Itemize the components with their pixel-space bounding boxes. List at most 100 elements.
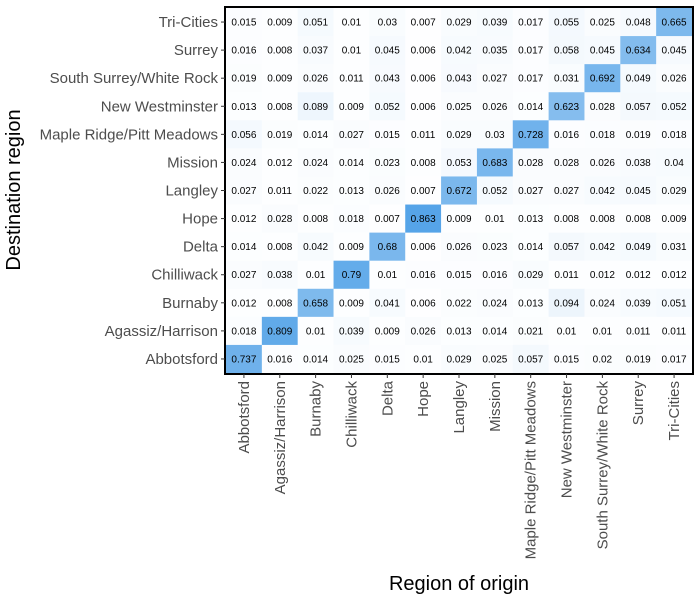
heatmap-cell-label: 0.025 (339, 354, 364, 365)
heatmap-cell (620, 92, 657, 121)
heatmap-cell-label: 0.029 (518, 270, 543, 281)
heatmap-cell (476, 316, 514, 346)
heatmap-cell-label: 0.014 (303, 130, 328, 141)
heatmap-cell (512, 344, 550, 374)
heatmap-cell-label: 0.029 (662, 186, 687, 197)
y-tick-label: Hope (182, 211, 218, 228)
heatmap-cell-label: 0.658 (303, 298, 328, 309)
heatmap-cell (548, 232, 585, 262)
y-tick-label: Abbotsford (145, 351, 218, 368)
heatmap-cell (476, 92, 514, 121)
x-tick-label: Surrey (630, 381, 647, 426)
heatmap-cell (656, 120, 693, 149)
heatmap-cell-label: 0.026 (662, 74, 687, 85)
heatmap-cell (405, 8, 442, 37)
heatmap-cell-label: 0.027 (518, 186, 543, 197)
heatmap-cell-label: 0.024 (231, 158, 256, 169)
heatmap-cell (369, 260, 406, 290)
heatmap-cell-label: 0.027 (231, 186, 256, 197)
heatmap-cell (584, 36, 621, 65)
heatmap-cell (476, 64, 514, 93)
heatmap-cell-label: 0.015 (375, 354, 400, 365)
y-tick-label: South Surrey/White Rock (50, 70, 219, 87)
heatmap-cell-label: 0.016 (411, 270, 436, 281)
heatmap-cell (261, 344, 299, 374)
heatmap-cell (512, 8, 550, 37)
heatmap-cell-label: 0.016 (231, 46, 256, 57)
heatmap-cell (226, 316, 263, 346)
heatmap-cell-label: 0.008 (267, 102, 292, 113)
heatmap-cell-label: 0.006 (411, 102, 436, 113)
heatmap-cell-label: 0.023 (482, 242, 507, 253)
heatmap-cell (261, 64, 299, 93)
heatmap-cell-label: 0.008 (411, 158, 436, 169)
heatmap-cell-label: 0.019 (626, 130, 651, 141)
y-tick-label: Tri-Cities (159, 14, 218, 31)
heatmap-cell (333, 260, 370, 290)
heatmap-cell (656, 316, 693, 346)
heatmap-cell (441, 120, 478, 149)
heatmap-cell-label: 0.013 (339, 186, 364, 197)
heatmap-cell (584, 148, 621, 177)
heatmap-cell-label: 0.015 (554, 354, 579, 365)
heatmap-cell-label: 0.006 (411, 298, 436, 309)
heatmap-cell-label: 0.038 (626, 158, 651, 169)
heatmap-cell (405, 64, 442, 93)
heatmap-cell-label: 0.016 (267, 354, 292, 365)
heatmap-cell-label: 0.041 (375, 298, 400, 309)
heatmap-cell (333, 64, 370, 93)
heatmap-cell (297, 8, 335, 37)
heatmap-cell-label: 0.007 (411, 186, 436, 197)
heatmap-cell (656, 64, 693, 93)
heatmap-cell (369, 64, 406, 93)
heatmap-cell-label: 0.031 (662, 242, 687, 253)
heatmap-cell (548, 120, 585, 149)
heatmap-cell (297, 260, 335, 290)
heatmap-cell (297, 344, 335, 374)
heatmap-cell (476, 204, 514, 234)
heatmap-cell-label: 0.863 (411, 214, 436, 225)
heatmap-cell (584, 316, 621, 346)
heatmap-cell-label: 0.053 (446, 158, 471, 169)
heatmap-cell-label: 0.79 (342, 270, 362, 281)
heatmap-cell (656, 8, 693, 37)
heatmap-cell (476, 232, 514, 262)
heatmap-cell (333, 288, 370, 318)
heatmap-cell (226, 176, 263, 206)
heatmap-cell (333, 344, 370, 374)
heatmap-cell (405, 36, 442, 65)
heatmap-cell-label: 0.045 (590, 46, 615, 57)
y-tick-label: New Westminster (101, 98, 218, 115)
heatmap-cell-label: 0.028 (590, 102, 615, 113)
y-axis-title: Destination region (3, 109, 25, 270)
heatmap-cell (441, 260, 478, 290)
x-tick-label: New Westminster (559, 381, 576, 498)
heatmap-cell-label: 0.051 (662, 298, 687, 309)
heatmap-cell (620, 148, 657, 177)
heatmap-cell-label: 0.045 (626, 186, 651, 197)
x-tick-label: Burnaby (308, 381, 325, 437)
heatmap-cell (548, 64, 585, 93)
heatmap-cell-label: 0.038 (267, 270, 292, 281)
heatmap-cell-label: 0.011 (662, 326, 687, 337)
heatmap-cell (548, 176, 585, 206)
heatmap-cell (405, 120, 442, 149)
heatmap-cell (548, 92, 585, 121)
heatmap-cell-label: 0.056 (231, 130, 256, 141)
heatmap-cell (584, 92, 621, 121)
heatmap-cell-label: 0.01 (342, 18, 362, 29)
heatmap-cell (512, 36, 550, 65)
heatmap-cell-label: 0.057 (518, 354, 543, 365)
heatmap-cell-label: 0.013 (446, 326, 471, 337)
heatmap-cell-label: 0.089 (303, 102, 328, 113)
heatmap-cell-label: 0.012 (626, 270, 651, 281)
x-tick-label: Hope (415, 381, 432, 417)
heatmap-cell (405, 344, 442, 374)
heatmap-cell-label: 0.027 (482, 74, 507, 85)
heatmap-cell-label: 0.029 (446, 18, 471, 29)
heatmap-cell-label: 0.008 (554, 214, 579, 225)
heatmap-cell (584, 120, 621, 149)
heatmap-cell-label: 0.017 (662, 354, 687, 365)
heatmap-cell-label: 0.024 (482, 298, 507, 309)
y-tick-label: Delta (183, 239, 219, 256)
